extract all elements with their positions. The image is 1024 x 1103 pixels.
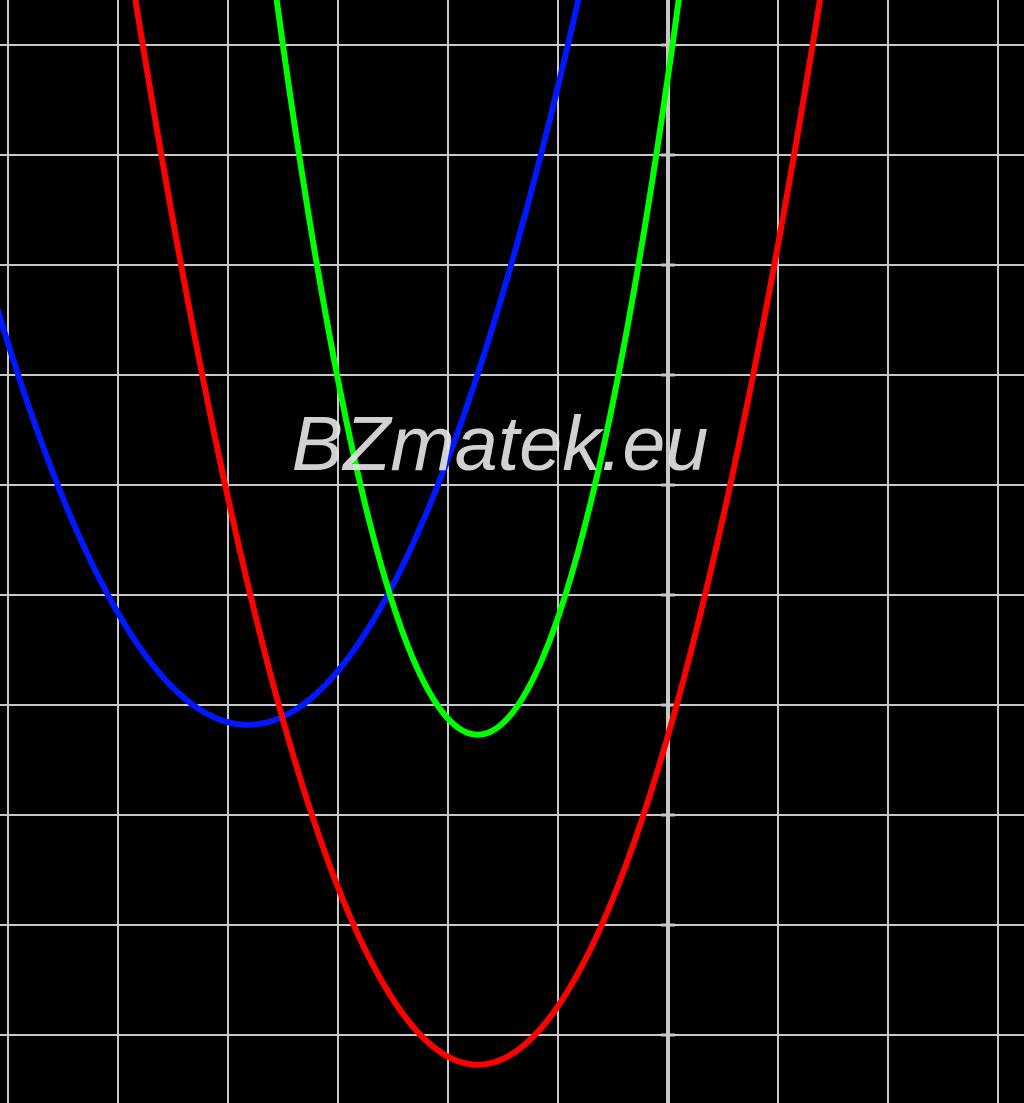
chart-canvas: BZmatek.eu: [0, 0, 1024, 1103]
watermark-text: BZmatek.eu: [292, 401, 709, 487]
parabola-chart: BZmatek.eu: [0, 0, 1024, 1103]
